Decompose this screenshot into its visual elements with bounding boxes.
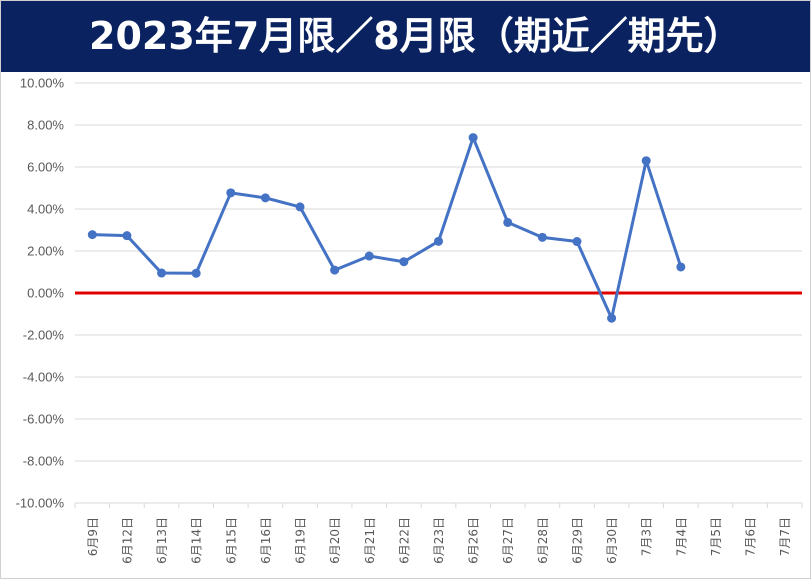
series <box>87 133 686 323</box>
data-point <box>607 313 617 323</box>
title-banner: 2023年7月限／8月限（期近／期先） <box>1 1 810 72</box>
y-tick-label: 0.00% <box>27 286 64 301</box>
data-point <box>572 237 582 247</box>
x-tick-label: 6月9日 <box>86 517 100 556</box>
x-tick-label: 6月12日 <box>120 517 134 564</box>
x-tick-label: 6月20日 <box>328 517 342 564</box>
data-point <box>157 268 167 278</box>
x-tick-label: 7月5日 <box>709 517 723 556</box>
data-point <box>191 268 201 278</box>
x-tick-label: 6月22日 <box>397 517 411 564</box>
y-tick-label: -2.00% <box>23 328 65 343</box>
data-point <box>330 265 340 275</box>
data-point <box>468 133 478 143</box>
x-tick-label: 6月30日 <box>605 517 619 564</box>
data-point <box>399 257 409 267</box>
x-tick-label: 7月4日 <box>674 517 688 556</box>
data-point <box>226 188 236 198</box>
data-point <box>122 231 132 241</box>
data-point <box>503 217 513 227</box>
x-tick-label: 6月26日 <box>467 517 481 564</box>
data-point <box>641 156 651 166</box>
data-point <box>434 236 443 246</box>
y-tick-label: -6.00% <box>23 412 65 427</box>
x-tick-label: 6月16日 <box>259 517 273 564</box>
data-point <box>364 251 374 261</box>
x-tick-label: 7月7日 <box>778 517 792 556</box>
y-tick-label: -8.00% <box>23 454 65 469</box>
x-tick-label: 6月13日 <box>155 517 169 564</box>
x-tick-label: 7月6日 <box>744 517 758 556</box>
x-tick-label: 6月23日 <box>432 517 446 564</box>
x-tick-label: 6月21日 <box>363 517 377 564</box>
y-axis-tick-labels: 10.00% 8.00% 6.00% 4.00% 2.00% 0.00% -2.00% -4.… <box>16 76 65 511</box>
data-point <box>260 193 270 203</box>
x-tick-label: 6月29日 <box>570 517 584 564</box>
x-tick-label: 6月19日 <box>294 517 308 564</box>
x-tick-label: 6月14日 <box>190 517 204 564</box>
x-tick-label: 6月15日 <box>224 517 238 564</box>
y-tick-label: -4.00% <box>23 370 65 385</box>
series-line <box>92 136 683 320</box>
chart-title: 2023年7月限／8月限（期近／期先） <box>89 14 742 58</box>
data-point <box>295 202 305 212</box>
y-tick-label: 6.00% <box>27 160 64 175</box>
data-point <box>537 232 547 242</box>
x-axis-tick-labels: 6月9日 6月12日 6月13日 6月14日 6月15日 6月16日 6月19日 6月20日 6… <box>74 503 803 564</box>
y-tick-label: 10.00% <box>20 76 65 91</box>
y-tick-label: -10.00% <box>16 496 65 511</box>
y-tick-label: 4.00% <box>27 202 64 217</box>
y-tick-label: 8.00% <box>27 118 64 133</box>
data-point <box>87 230 97 240</box>
x-tick-label: 6月27日 <box>501 517 515 564</box>
x-tick-label: 7月3日 <box>640 517 654 556</box>
data-point <box>676 262 686 272</box>
x-tick-label: 6月28日 <box>536 517 550 564</box>
y-tick-label: 2.00% <box>27 244 64 259</box>
